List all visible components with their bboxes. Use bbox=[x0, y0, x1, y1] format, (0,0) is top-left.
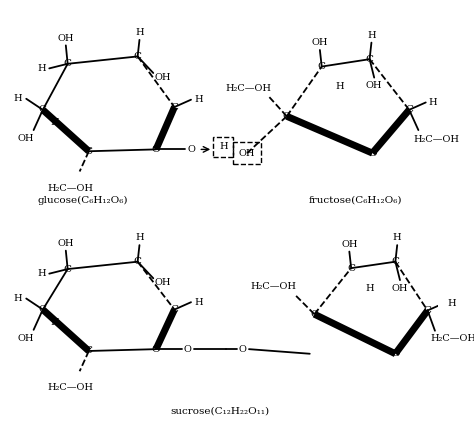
Text: H: H bbox=[336, 82, 345, 91]
Text: C: C bbox=[392, 257, 400, 266]
Text: C: C bbox=[85, 346, 93, 355]
Text: O: O bbox=[238, 345, 246, 354]
Text: C: C bbox=[39, 105, 47, 114]
Text: C: C bbox=[64, 265, 72, 274]
Text: C: C bbox=[310, 310, 319, 319]
Text: OH: OH bbox=[366, 81, 383, 90]
Text: OH: OH bbox=[57, 34, 74, 42]
Text: H: H bbox=[365, 284, 374, 293]
Text: sucrose(C₁₂H₂₂O₁₁): sucrose(C₁₂H₂₂O₁₁) bbox=[170, 406, 269, 415]
Text: OH: OH bbox=[18, 134, 35, 143]
Text: OH: OH bbox=[154, 278, 171, 287]
Text: fructose(C₆H₁₂O₆): fructose(C₆H₁₂O₆) bbox=[309, 195, 402, 205]
Bar bbox=[233, 142, 261, 164]
Text: H: H bbox=[135, 233, 144, 242]
Text: OH: OH bbox=[341, 240, 357, 249]
Text: H: H bbox=[194, 298, 203, 307]
Text: C: C bbox=[171, 102, 178, 112]
Text: H: H bbox=[367, 31, 376, 40]
Text: C: C bbox=[318, 62, 326, 71]
Text: H₂C—OH: H₂C—OH bbox=[430, 333, 474, 342]
Text: OH: OH bbox=[239, 148, 255, 158]
Text: H: H bbox=[447, 299, 456, 308]
Text: C: C bbox=[365, 55, 374, 63]
Text: H₂C—OH: H₂C—OH bbox=[47, 384, 93, 392]
Text: C: C bbox=[64, 59, 72, 68]
Text: H₂C—OH: H₂C—OH bbox=[251, 282, 297, 291]
Text: C: C bbox=[85, 147, 93, 156]
Text: C: C bbox=[39, 305, 47, 314]
Text: OH: OH bbox=[311, 38, 328, 47]
Text: H: H bbox=[14, 294, 22, 303]
Text: H: H bbox=[194, 95, 203, 104]
Text: C: C bbox=[424, 306, 432, 315]
Text: OH: OH bbox=[18, 333, 35, 342]
Text: H: H bbox=[429, 98, 438, 107]
Text: O: O bbox=[152, 145, 160, 154]
Text: O: O bbox=[391, 349, 400, 358]
Text: O: O bbox=[152, 345, 160, 354]
Text: OH: OH bbox=[57, 239, 74, 248]
Text: OH: OH bbox=[392, 284, 408, 293]
Text: OH: OH bbox=[154, 73, 171, 82]
Text: H₂C—OH: H₂C—OH bbox=[225, 84, 271, 93]
Text: H: H bbox=[135, 28, 144, 37]
Text: H₂C—OH: H₂C—OH bbox=[47, 184, 93, 193]
Text: glucose(C₆H₁₂O₆): glucose(C₆H₁₂O₆) bbox=[37, 195, 128, 205]
Text: O: O bbox=[188, 145, 196, 154]
Text: H: H bbox=[14, 94, 22, 103]
Text: H: H bbox=[50, 118, 59, 127]
Text: C: C bbox=[171, 305, 178, 314]
Text: O: O bbox=[368, 148, 377, 158]
Text: C: C bbox=[347, 264, 355, 273]
Text: H₂C—OH: H₂C—OH bbox=[414, 135, 460, 144]
Text: O: O bbox=[183, 345, 191, 354]
Text: H: H bbox=[37, 269, 46, 278]
Text: H: H bbox=[50, 318, 59, 327]
Text: C: C bbox=[134, 52, 142, 61]
Text: C: C bbox=[283, 112, 291, 121]
Text: C: C bbox=[405, 105, 413, 114]
Text: H: H bbox=[393, 233, 401, 242]
Text: H: H bbox=[37, 64, 46, 73]
Text: C: C bbox=[134, 257, 142, 266]
Bar bbox=[213, 136, 233, 157]
Text: H: H bbox=[219, 142, 228, 151]
